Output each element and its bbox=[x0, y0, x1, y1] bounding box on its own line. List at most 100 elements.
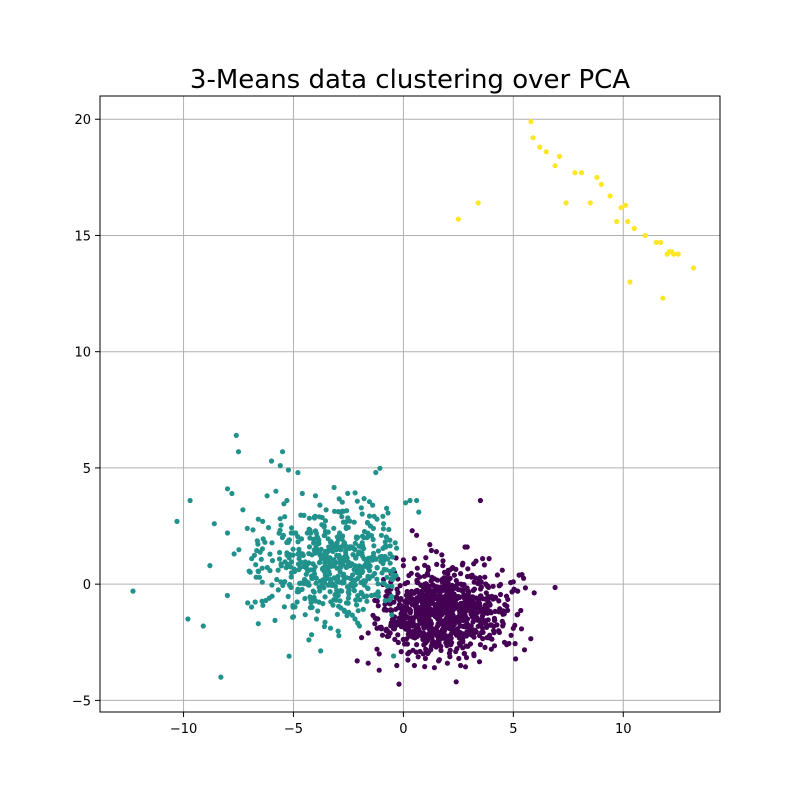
scatter-point bbox=[218, 674, 224, 680]
scatter-point bbox=[255, 541, 261, 547]
scatter-point bbox=[352, 582, 358, 588]
scatter-point bbox=[479, 609, 485, 616]
scatter-point bbox=[423, 555, 429, 561]
scatter-point bbox=[360, 553, 366, 559]
scatter-point bbox=[296, 567, 302, 573]
scatter-point bbox=[417, 597, 424, 604]
scatter-point bbox=[387, 568, 393, 575]
scatter-point bbox=[394, 662, 400, 669]
x-tick-label: 5 bbox=[509, 722, 517, 737]
scatter-point bbox=[594, 174, 600, 180]
scatter-point bbox=[259, 579, 265, 585]
scatter-point bbox=[622, 202, 629, 208]
scatter-point bbox=[255, 569, 261, 575]
scatter-point bbox=[470, 587, 476, 594]
scatter-point bbox=[496, 629, 502, 636]
scatter-point bbox=[478, 579, 484, 586]
scatter-point bbox=[410, 616, 416, 622]
scatter-point bbox=[255, 516, 261, 522]
scatter-point bbox=[279, 449, 286, 455]
scatter-point bbox=[301, 512, 307, 519]
scatter-point bbox=[366, 513, 373, 519]
scatter-point bbox=[231, 551, 237, 557]
scatter-point bbox=[475, 609, 481, 616]
scatter-point bbox=[459, 562, 465, 568]
scatter-point bbox=[371, 513, 377, 520]
scatter-point bbox=[653, 239, 659, 245]
scatter-point bbox=[312, 564, 318, 570]
scatter-point bbox=[345, 600, 351, 606]
scatter-point bbox=[407, 497, 413, 504]
scatter-point bbox=[396, 681, 402, 687]
scatter-point bbox=[344, 508, 350, 514]
scatter-point bbox=[433, 627, 439, 633]
scatter-point bbox=[343, 551, 349, 557]
scatter-point bbox=[339, 514, 345, 520]
scatter-point bbox=[552, 584, 558, 591]
scatter-point bbox=[282, 579, 288, 585]
scatter-point bbox=[424, 649, 430, 655]
scatter-point bbox=[375, 548, 381, 554]
scatter-point bbox=[431, 631, 437, 637]
scatter-point bbox=[387, 543, 393, 549]
scatter-point bbox=[395, 632, 401, 638]
scatter-point bbox=[625, 218, 631, 225]
scatter-point bbox=[352, 616, 358, 622]
scatter-point bbox=[279, 534, 285, 541]
grid bbox=[100, 96, 720, 712]
scatter-point bbox=[301, 581, 307, 587]
scatter-point bbox=[373, 469, 379, 476]
scatter-point bbox=[295, 539, 301, 545]
scatter-point bbox=[428, 547, 434, 554]
scatter-point bbox=[405, 651, 411, 657]
scatter-point bbox=[335, 628, 341, 634]
scatter-point bbox=[269, 593, 275, 599]
scatter-point bbox=[409, 596, 415, 602]
scatter-point bbox=[457, 629, 463, 636]
scatter-point bbox=[419, 633, 425, 640]
scatter-point bbox=[432, 612, 438, 618]
scatter-point bbox=[390, 622, 396, 629]
scatter-point bbox=[518, 626, 525, 632]
scatter-point bbox=[285, 593, 291, 600]
scatter-point bbox=[456, 655, 462, 662]
scatter-point bbox=[450, 626, 456, 632]
scatter-point bbox=[269, 558, 276, 564]
scatter-point bbox=[341, 580, 347, 586]
y-tick-label: 20 bbox=[74, 113, 91, 128]
scatter-point bbox=[259, 565, 265, 571]
scatter-point bbox=[282, 514, 288, 520]
scatter-point bbox=[415, 654, 421, 660]
scatter-point bbox=[503, 593, 510, 599]
scatter-point bbox=[322, 594, 328, 600]
y-tick-label: 5 bbox=[83, 462, 91, 477]
scatter-point bbox=[497, 581, 504, 588]
scatter-point bbox=[327, 555, 333, 561]
scatter-point bbox=[494, 622, 500, 628]
scatter-point bbox=[306, 544, 313, 550]
scatter-point bbox=[486, 556, 492, 562]
scatter-point bbox=[306, 515, 312, 521]
scatter-point bbox=[267, 551, 273, 557]
scatter-point bbox=[276, 556, 283, 562]
scatter-point bbox=[245, 600, 251, 606]
scatter-point bbox=[436, 657, 442, 663]
scatter-point bbox=[467, 641, 474, 647]
scatter-point bbox=[383, 593, 389, 599]
scatter-point bbox=[284, 497, 290, 504]
scatter-point bbox=[338, 547, 344, 553]
scatter-point bbox=[316, 514, 322, 520]
scatter-point bbox=[464, 544, 470, 550]
x-tick-label: −10 bbox=[170, 722, 197, 737]
scatter-point bbox=[352, 540, 358, 546]
scatter-point bbox=[470, 612, 476, 618]
scatter-point bbox=[313, 580, 319, 586]
scatter-point bbox=[444, 621, 450, 627]
scatter-point bbox=[421, 592, 428, 599]
scatter-point bbox=[476, 600, 483, 606]
scatter-point bbox=[453, 679, 459, 685]
scatter-point bbox=[319, 522, 325, 528]
scatter-point bbox=[375, 589, 381, 595]
scatter-point bbox=[364, 593, 370, 599]
scatter-point bbox=[337, 530, 343, 536]
